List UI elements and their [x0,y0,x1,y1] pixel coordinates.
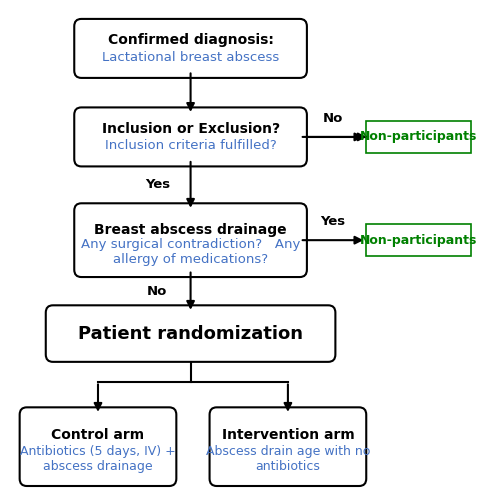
Bar [366,224,471,256]
Text: Yes: Yes [145,178,170,192]
FancyBboxPatch shape [20,408,176,486]
Text: Yes: Yes [320,215,346,228]
Text: Non-participants: Non-participants [360,130,477,143]
Text: Abscess drain age with no
antibiotics: Abscess drain age with no antibiotics [206,446,370,473]
Text: Breast abscess drainage: Breast abscess drainage [94,222,287,236]
FancyBboxPatch shape [74,108,307,166]
Text: Lactational breast abscess: Lactational breast abscess [102,51,279,64]
FancyBboxPatch shape [46,306,336,362]
Text: Confirmed diagnosis:: Confirmed diagnosis: [107,34,274,48]
FancyBboxPatch shape [74,19,307,78]
FancyBboxPatch shape [209,408,366,486]
Text: Inclusion criteria fulfilled?: Inclusion criteria fulfilled? [105,140,276,152]
Text: Patient randomization: Patient randomization [78,324,303,342]
Text: Control arm: Control arm [51,428,145,442]
FancyBboxPatch shape [74,204,307,277]
Text: Antibiotics (5 days, IV) +
abscess drainage: Antibiotics (5 days, IV) + abscess drain… [20,446,176,473]
Text: Intervention arm: Intervention arm [222,428,354,442]
Text: No: No [323,112,343,124]
Text: Any surgical contradiction?   Any
allergy of medications?: Any surgical contradiction? Any allergy … [81,238,300,266]
Text: Inclusion or Exclusion?: Inclusion or Exclusion? [101,122,280,136]
Text: No: No [147,284,167,298]
Text: Non-participants: Non-participants [360,234,477,246]
Bar [366,121,471,153]
